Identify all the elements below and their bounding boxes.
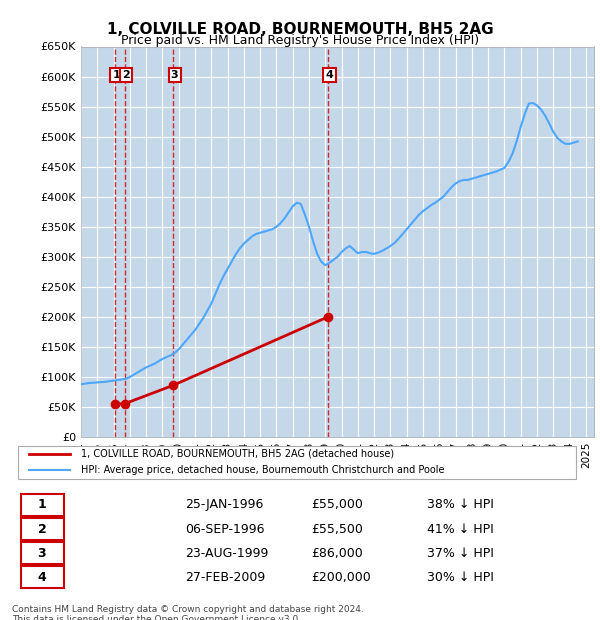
Text: 06-SEP-1996: 06-SEP-1996 — [185, 523, 264, 536]
Text: 2: 2 — [38, 523, 46, 536]
FancyBboxPatch shape — [20, 518, 64, 540]
Text: 27-FEB-2009: 27-FEB-2009 — [185, 571, 265, 584]
Text: £55,500: £55,500 — [311, 523, 364, 536]
FancyBboxPatch shape — [18, 446, 577, 479]
Text: Price paid vs. HM Land Registry's House Price Index (HPI): Price paid vs. HM Land Registry's House … — [121, 34, 479, 47]
Text: HPI: Average price, detached house, Bournemouth Christchurch and Poole: HPI: Average price, detached house, Bour… — [81, 465, 445, 475]
FancyBboxPatch shape — [20, 494, 64, 516]
Text: 1, COLVILLE ROAD, BOURNEMOUTH, BH5 2AG (detached house): 1, COLVILLE ROAD, BOURNEMOUTH, BH5 2AG (… — [81, 449, 394, 459]
Text: £55,000: £55,000 — [311, 498, 364, 511]
FancyBboxPatch shape — [20, 542, 64, 564]
Text: 1: 1 — [38, 498, 46, 511]
Text: 25-JAN-1996: 25-JAN-1996 — [185, 498, 263, 511]
Text: 30% ↓ HPI: 30% ↓ HPI — [427, 571, 494, 584]
Text: 1: 1 — [112, 69, 120, 80]
Text: 37% ↓ HPI: 37% ↓ HPI — [427, 547, 494, 560]
FancyBboxPatch shape — [20, 567, 64, 588]
Text: 38% ↓ HPI: 38% ↓ HPI — [427, 498, 494, 511]
Text: 2: 2 — [122, 69, 130, 80]
Text: 1, COLVILLE ROAD, BOURNEMOUTH, BH5 2AG: 1, COLVILLE ROAD, BOURNEMOUTH, BH5 2AG — [107, 22, 493, 37]
Text: Contains HM Land Registry data © Crown copyright and database right 2024.
This d: Contains HM Land Registry data © Crown c… — [12, 604, 364, 620]
Text: 3: 3 — [38, 547, 46, 560]
Text: 4: 4 — [326, 69, 334, 80]
Text: 4: 4 — [38, 571, 46, 584]
Text: £200,000: £200,000 — [311, 571, 371, 584]
Text: 41% ↓ HPI: 41% ↓ HPI — [427, 523, 493, 536]
Text: £86,000: £86,000 — [311, 547, 363, 560]
Text: 3: 3 — [171, 69, 178, 80]
Text: 23-AUG-1999: 23-AUG-1999 — [185, 547, 268, 560]
